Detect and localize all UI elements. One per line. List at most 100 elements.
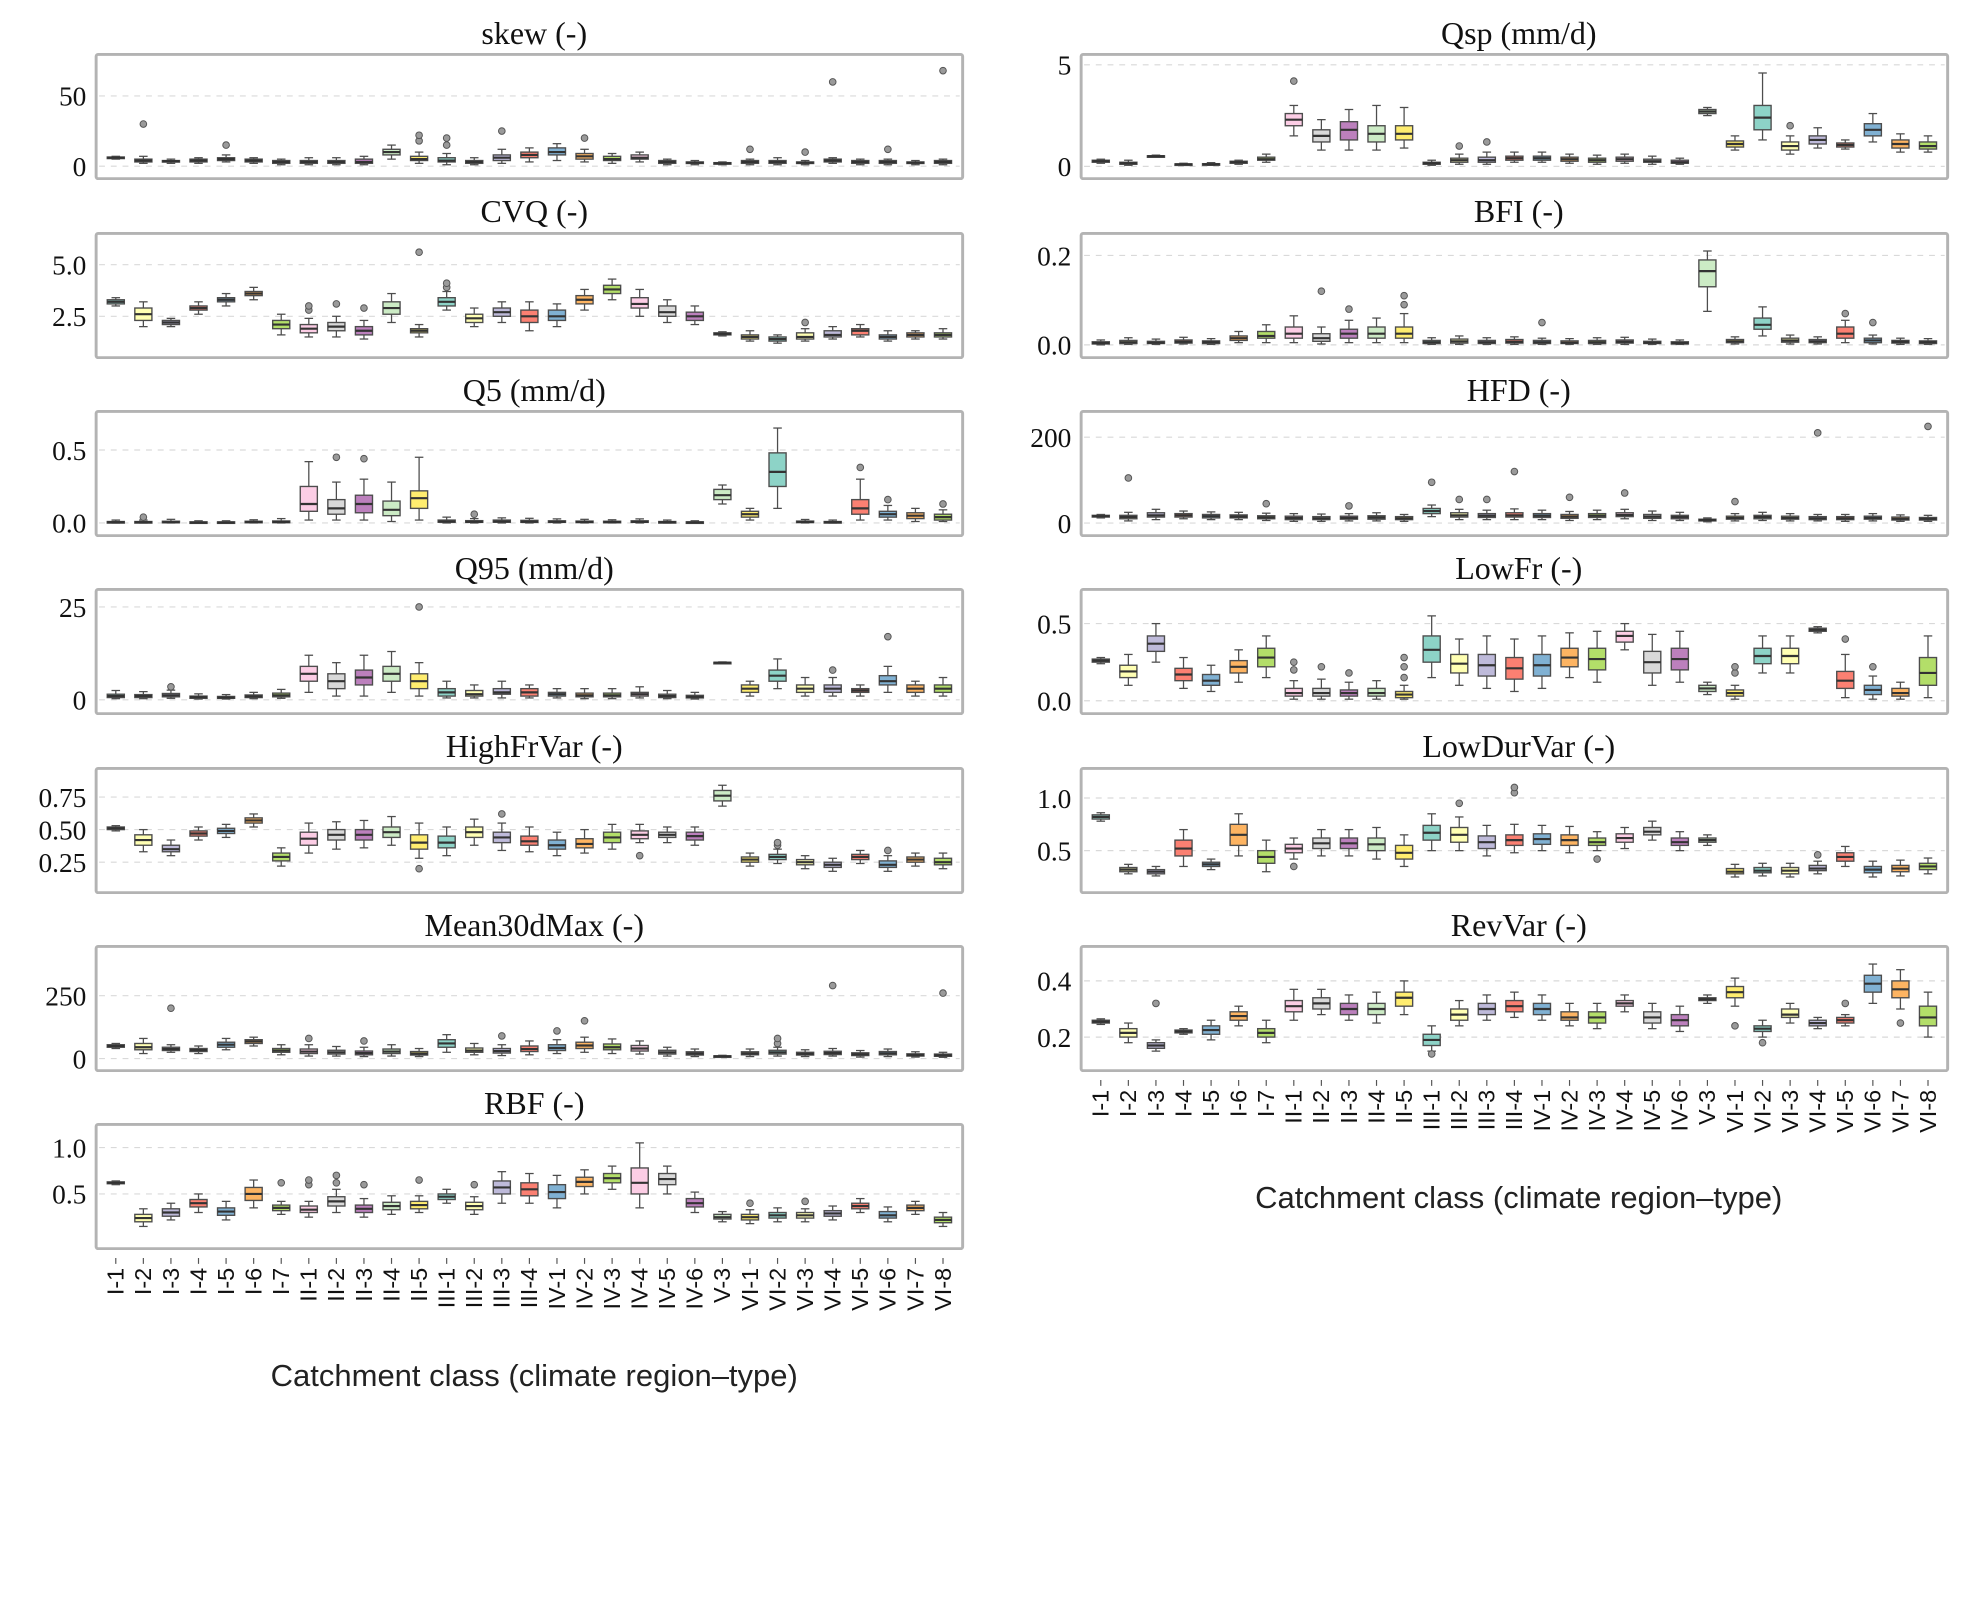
svg-text:0.50: 0.50 (38, 815, 86, 845)
svg-text:II-5: II-5 (406, 1268, 432, 1302)
svg-text:0: 0 (73, 152, 87, 180)
svg-text:50: 50 (59, 82, 86, 112)
svg-text:II-5: II-5 (1390, 1090, 1416, 1124)
svg-text:0.0: 0.0 (1037, 687, 1071, 716)
svg-text:0: 0 (1057, 152, 1071, 180)
svg-text:III-1: III-1 (433, 1268, 459, 1308)
svg-text:III-4: III-4 (1501, 1090, 1527, 1130)
panel-title-skew: skew (-) (481, 15, 588, 51)
svg-text:III-2: III-2 (1446, 1090, 1472, 1130)
x-axis-title-right: Catchment class (climate region–type) (1255, 1179, 1783, 1215)
svg-text:0.5: 0.5 (52, 436, 86, 466)
boxplot-q5: 0.0 0.5 (52, 409, 965, 537)
svg-text:I-3: I-3 (158, 1268, 184, 1295)
svg-text:0.0: 0.0 (52, 509, 86, 537)
svg-text:VI-1: VI-1 (1721, 1090, 1747, 1133)
svg-text:III-2: III-2 (461, 1268, 487, 1308)
svg-text:VI-5: VI-5 (847, 1268, 873, 1311)
boxplot-qsp: 05 (1057, 53, 1949, 181)
panel-title-lowfr: LowFr (-) (1455, 549, 1583, 586)
svg-text:II-2: II-2 (1308, 1090, 1334, 1124)
svg-text:IV-5: IV-5 (654, 1268, 680, 1310)
boxplot-lowfr: 0.0 0.5 (1037, 588, 1949, 716)
svg-text:V-3: V-3 (709, 1268, 735, 1303)
svg-text:IV-6: IV-6 (682, 1268, 708, 1310)
svg-text:250: 250 (45, 981, 86, 1011)
svg-text:VI-8: VI-8 (930, 1268, 956, 1311)
svg-text:200: 200 (1030, 423, 1071, 453)
panel-title-bfi: BFI (-) (1473, 193, 1564, 230)
svg-text:I-5: I-5 (1197, 1090, 1223, 1117)
svg-text:IV-6: IV-6 (1666, 1090, 1692, 1132)
panel-hfd: HFD (-) 0 200 (997, 365, 1956, 537)
svg-text:VI-2: VI-2 (1749, 1090, 1775, 1133)
panel-title-mean30dmax: Mean30dMax (-) (424, 906, 644, 943)
svg-text:I-4: I-4 (1170, 1090, 1196, 1117)
svg-text:5: 5 (1057, 53, 1071, 81)
left-column: skew (-) 0 50 CVQ (-) 2.5 5.0 Q5 (mm/d) 0.… (12, 8, 971, 1394)
x-axis-right: I-1 I-2 I-3 I-4 I-5 I-6 I-7 II-1 II-2 II-3 II-4 II-… (1087, 1079, 1940, 1133)
panel-skew: skew (-) 0 50 (12, 8, 971, 181)
svg-text:IV-1: IV-1 (1528, 1090, 1554, 1132)
svg-text:I-5: I-5 (213, 1268, 239, 1295)
svg-text:VI-8: VI-8 (1914, 1090, 1940, 1133)
svg-text:0: 0 (73, 1044, 87, 1072)
panel-title-revvar: RevVar (-) (1450, 906, 1587, 943)
boxplot-highfrvar: 0.250.500.75 (38, 766, 965, 894)
panel-title-hfd: HFD (-) (1466, 371, 1571, 408)
svg-text:VI-7: VI-7 (902, 1268, 928, 1311)
boxplot-mean30dmax: 0 250 (45, 944, 965, 1072)
panel-q95: Q95 (mm/d) 0 25 (12, 543, 971, 716)
svg-text:IV-1: IV-1 (544, 1268, 570, 1310)
panel-cvq: CVQ (-) 2.5 5.0 (12, 186, 971, 359)
svg-text:I-2: I-2 (1115, 1090, 1141, 1117)
svg-text:I-6: I-6 (240, 1268, 266, 1295)
boxplot-figure: skew (-) 0 50 CVQ (-) 2.5 5.0 Q5 (mm/d) 0.… (12, 8, 1956, 1394)
panel-title-q5: Q5 (mm/d) (462, 371, 606, 408)
boxplot-cvq: 2.5 5.0 (52, 231, 965, 359)
svg-text:1.0: 1.0 (52, 1133, 86, 1163)
boxplot-rbf: 0.5 1.0 (52, 1123, 965, 1251)
svg-text:II-1: II-1 (296, 1268, 322, 1302)
svg-text:I-6: I-6 (1225, 1090, 1251, 1117)
svg-text:2.5: 2.5 (52, 302, 86, 332)
svg-text:IV-3: IV-3 (599, 1268, 625, 1310)
svg-text:II-1: II-1 (1280, 1090, 1306, 1124)
svg-text:VI-4: VI-4 (1804, 1090, 1830, 1133)
svg-text:VI-2: VI-2 (764, 1268, 790, 1311)
svg-text:IV-2: IV-2 (571, 1268, 597, 1310)
svg-text:I-7: I-7 (1253, 1090, 1279, 1117)
panel-highfrvar: HighFrVar (-) 0.25 0.50 0.75 (12, 721, 971, 894)
svg-text:I-7: I-7 (268, 1268, 294, 1295)
svg-text:0.25: 0.25 (38, 847, 86, 877)
svg-text:IV-5: IV-5 (1639, 1090, 1665, 1132)
svg-text:II-3: II-3 (1335, 1090, 1361, 1124)
svg-text:VI-3: VI-3 (792, 1268, 818, 1311)
svg-text:I-1: I-1 (1087, 1090, 1113, 1117)
svg-text:VI-1: VI-1 (737, 1268, 763, 1311)
svg-text:I-4: I-4 (185, 1268, 211, 1295)
svg-text:VI-4: VI-4 (820, 1268, 846, 1311)
svg-text:III-4: III-4 (516, 1268, 542, 1308)
panel-revvar: RevVar (-) 0.2 0.4 (997, 900, 1956, 1072)
svg-text:5.0: 5.0 (52, 250, 86, 280)
svg-text:0.5: 0.5 (1037, 610, 1071, 640)
boxplot-lowdurvar: 0.5 1.0 (1037, 766, 1949, 894)
svg-text:VI-7: VI-7 (1887, 1090, 1913, 1133)
svg-text:I-3: I-3 (1142, 1090, 1168, 1117)
svg-text:25: 25 (59, 593, 86, 623)
svg-text:0: 0 (1057, 509, 1071, 537)
boxplot-hfd: 0 200 (1030, 409, 1949, 537)
svg-text:III-3: III-3 (1473, 1090, 1499, 1130)
svg-text:IV-4: IV-4 (627, 1268, 653, 1310)
panel-lowdurvar: LowDurVar (-) 0.5 1.0 (997, 721, 1956, 894)
svg-text:0.2: 0.2 (1037, 241, 1071, 271)
panel-title-lowdurvar: LowDurVar (-) (1422, 728, 1616, 765)
panel-rbf: RBF (-) 0.5 1.0 (12, 1078, 971, 1251)
panel-title-cvq: CVQ (-) (480, 193, 589, 230)
svg-text:IV-2: IV-2 (1556, 1090, 1582, 1132)
svg-text:VI-6: VI-6 (875, 1268, 901, 1311)
svg-text:0.5: 0.5 (52, 1180, 86, 1210)
svg-text:V-3: V-3 (1694, 1090, 1720, 1125)
